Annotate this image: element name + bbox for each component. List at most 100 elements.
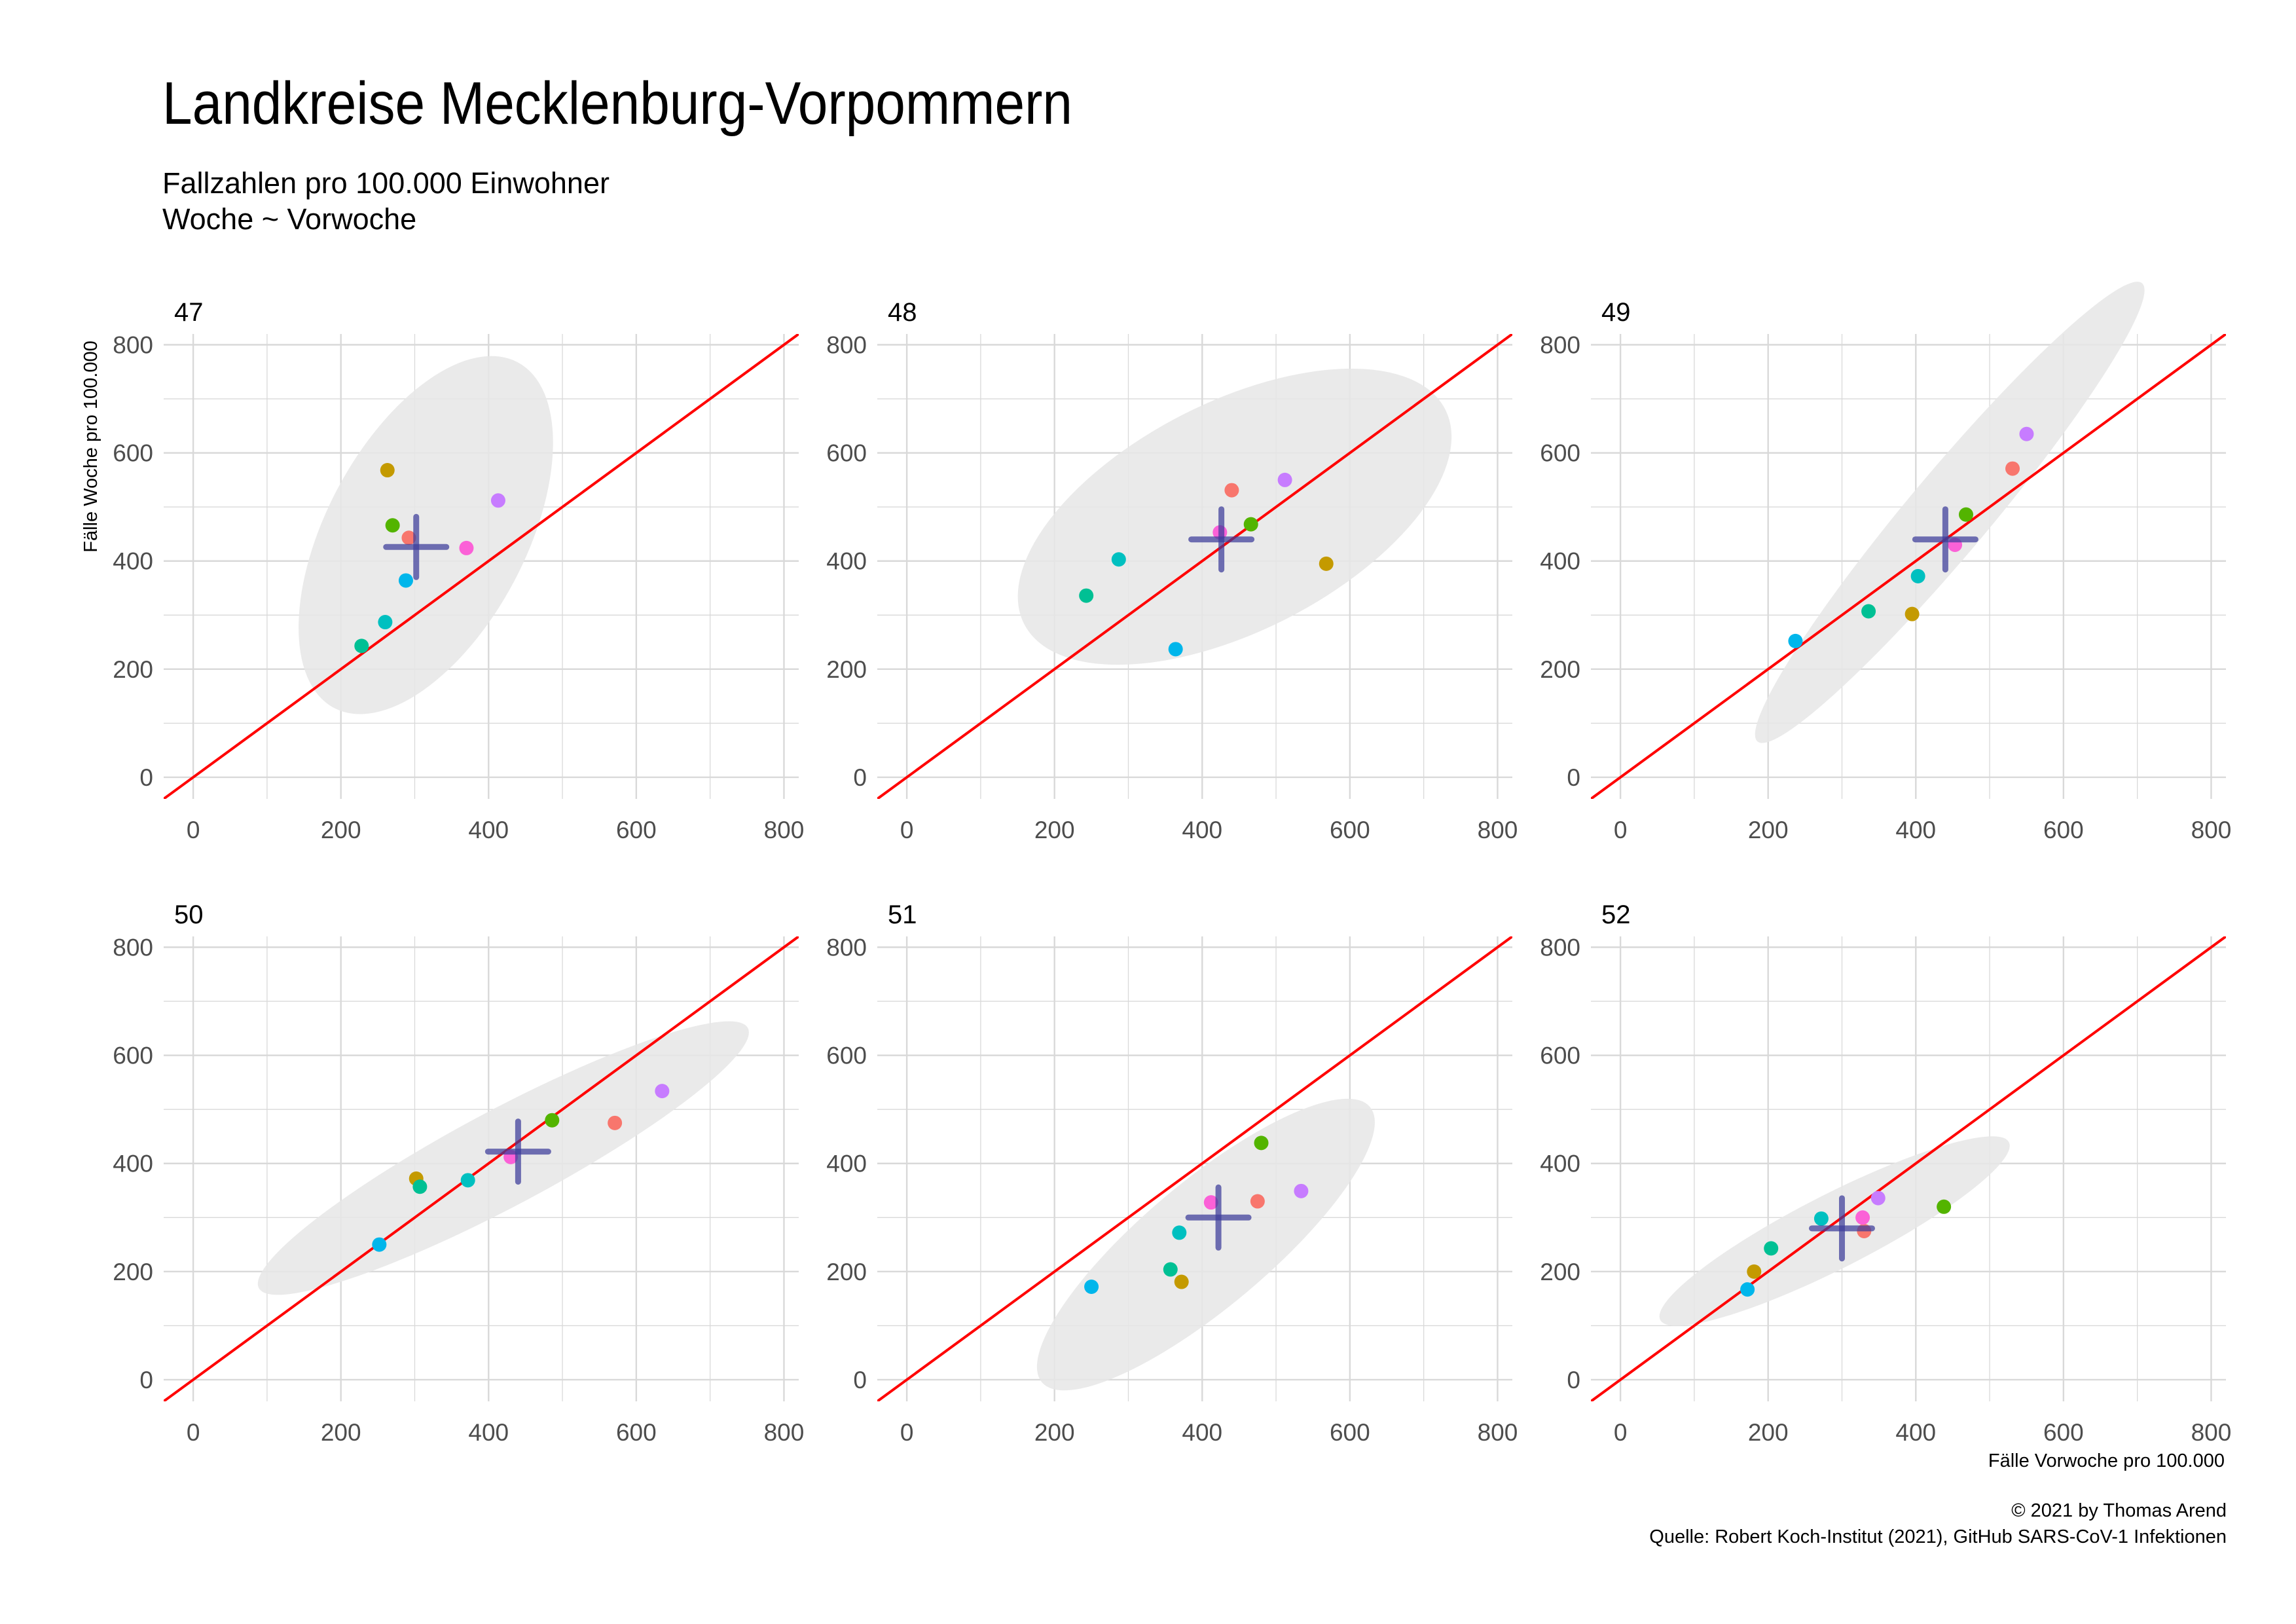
- y-tick-label-400: 400: [113, 548, 153, 575]
- reference-line-diagonal: [1591, 334, 2226, 799]
- data-point-0: [401, 530, 416, 545]
- data-point-0: [1250, 1194, 1265, 1209]
- x-tick-label-600: 600: [1330, 817, 1370, 843]
- y-tick-label-600: 600: [113, 440, 153, 467]
- x-tick-label-400: 400: [468, 1419, 509, 1446]
- data-point-7: [459, 540, 474, 555]
- reference-line-diagonal: [877, 334, 1512, 799]
- mean-cross: [1808, 1195, 1875, 1262]
- y-tick-label-0: 0: [853, 1367, 867, 1393]
- data-point-1: [1174, 1274, 1189, 1289]
- data-point-2: [1937, 1199, 1952, 1214]
- reference-line-diagonal: [164, 334, 799, 799]
- facet-49: 49 0 200 400 600 800 0 200 400 600 800: [1540, 282, 2232, 843]
- data-point-5: [1910, 568, 1925, 583]
- x-tick-label-0: 0: [187, 817, 200, 843]
- data-point-1: [1319, 556, 1334, 571]
- x-tick-label-600: 600: [616, 1419, 657, 1446]
- x-tick-label-400: 400: [1182, 1419, 1222, 1446]
- caption-source: Quelle: Robert Koch-Institut (2021), Git…: [1649, 1526, 2227, 1547]
- confidence-ellipse: [1036, 1098, 1375, 1391]
- y-tick-label-200: 200: [1540, 656, 1580, 683]
- y-tick-label-0: 0: [1567, 764, 1580, 791]
- x-tick-label-600: 600: [2043, 1419, 2084, 1446]
- y-tick-label-200: 200: [826, 1259, 867, 1285]
- confidence-ellipse: [299, 356, 553, 714]
- x-tick-label-800: 800: [764, 1419, 805, 1446]
- data-point-4: [1740, 1282, 1755, 1297]
- data-point-6: [655, 1084, 670, 1099]
- mean-cross: [484, 1118, 551, 1185]
- data-point-2: [385, 518, 400, 533]
- data-point-3: [1861, 604, 1876, 619]
- x-tick-label-0: 0: [900, 1419, 914, 1446]
- facet-label: 52: [1601, 900, 1631, 929]
- y-tick-label-800: 800: [1540, 934, 1580, 961]
- x-tick-label-800: 800: [2191, 817, 2232, 843]
- y-tick-label-0: 0: [139, 764, 153, 791]
- facet-48: 48 0 200 400 600 800 0 200 400 600 800: [826, 298, 1518, 843]
- y-tick-label-200: 200: [1540, 1259, 1580, 1285]
- data-point-0: [608, 1115, 623, 1130]
- data-point-3: [412, 1179, 428, 1194]
- x-tick-label-0: 0: [1614, 1419, 1628, 1446]
- reference-line-diagonal: [164, 936, 799, 1401]
- x-tick-label-400: 400: [1895, 1419, 1936, 1446]
- x-tick-label-800: 800: [764, 817, 805, 843]
- y-tick-label-200: 200: [113, 656, 153, 683]
- y-tick-label-0: 0: [139, 1367, 153, 1393]
- facet-panels: 47 0 200 400 600 800 0 200 400 600 800 48 0 200 400 600…: [113, 282, 2232, 1446]
- reference-line-diagonal: [1591, 936, 2226, 1401]
- y-tick-label-0: 0: [853, 764, 867, 791]
- x-tick-label-0: 0: [187, 1419, 200, 1446]
- x-tick-label-200: 200: [321, 1419, 361, 1446]
- x-tick-label-200: 200: [321, 817, 361, 843]
- confidence-ellipse: [257, 1021, 749, 1295]
- x-tick-label-800: 800: [1478, 817, 1518, 843]
- x-tick-label-0: 0: [1614, 817, 1628, 843]
- x-tick-label-400: 400: [1182, 817, 1222, 843]
- y-tick-label-400: 400: [826, 1151, 867, 1177]
- facet-50: 50 0 200 400 600 800 0 200 400 600 800: [113, 900, 804, 1446]
- data-point-4: [398, 573, 413, 588]
- data-point-6: [1870, 1190, 1886, 1206]
- y-tick-label-800: 800: [113, 332, 153, 359]
- y-tick-label-800: 800: [826, 934, 867, 961]
- y-tick-label-400: 400: [1540, 548, 1580, 575]
- data-point-4: [372, 1237, 387, 1252]
- y-tick-label-600: 600: [826, 1043, 867, 1069]
- y-tick-label-600: 600: [113, 1043, 153, 1069]
- x-tick-label-200: 200: [1748, 1419, 1789, 1446]
- data-point-1: [1747, 1264, 1762, 1279]
- facet-label: 49: [1601, 298, 1631, 327]
- y-tick-label-400: 400: [113, 1151, 153, 1177]
- data-point-2: [545, 1113, 560, 1128]
- data-point-2: [1243, 517, 1258, 532]
- mean-cross: [1912, 506, 1978, 573]
- data-point-3: [354, 638, 369, 654]
- y-tick-label-800: 800: [113, 934, 153, 961]
- x-tick-label-800: 800: [1478, 1419, 1518, 1446]
- data-point-6: [1294, 1183, 1309, 1198]
- data-point-7: [1203, 1195, 1218, 1210]
- y-tick-label-400: 400: [1540, 1151, 1580, 1177]
- facet-51: 51 0 200 400 600 800 0 200 400 600 800: [826, 900, 1518, 1446]
- y-tick-label-600: 600: [826, 440, 867, 467]
- y-axis-label: Fälle Woche pro 100.000: [81, 341, 101, 553]
- data-point-3: [1764, 1241, 1779, 1256]
- y-tick-label-600: 600: [1540, 440, 1580, 467]
- data-point-6: [490, 493, 505, 508]
- x-tick-label-600: 600: [616, 817, 657, 843]
- data-point-4: [1084, 1279, 1099, 1294]
- confidence-ellipse: [1017, 368, 1452, 665]
- mean-cross: [1188, 506, 1255, 573]
- chart-subtitle-line2: Woche ~ Vorwoche: [162, 202, 417, 236]
- chart-title: Landkreise Mecklenburg-Vorpommern: [162, 70, 1072, 137]
- x-tick-label-400: 400: [468, 817, 509, 843]
- data-point-7: [1855, 1210, 1870, 1225]
- facet-label: 47: [174, 298, 204, 327]
- y-tick-label-800: 800: [826, 332, 867, 359]
- x-tick-label-200: 200: [1034, 817, 1075, 843]
- caption-copyright: © 2021 by Thomas Arend: [2011, 1500, 2227, 1521]
